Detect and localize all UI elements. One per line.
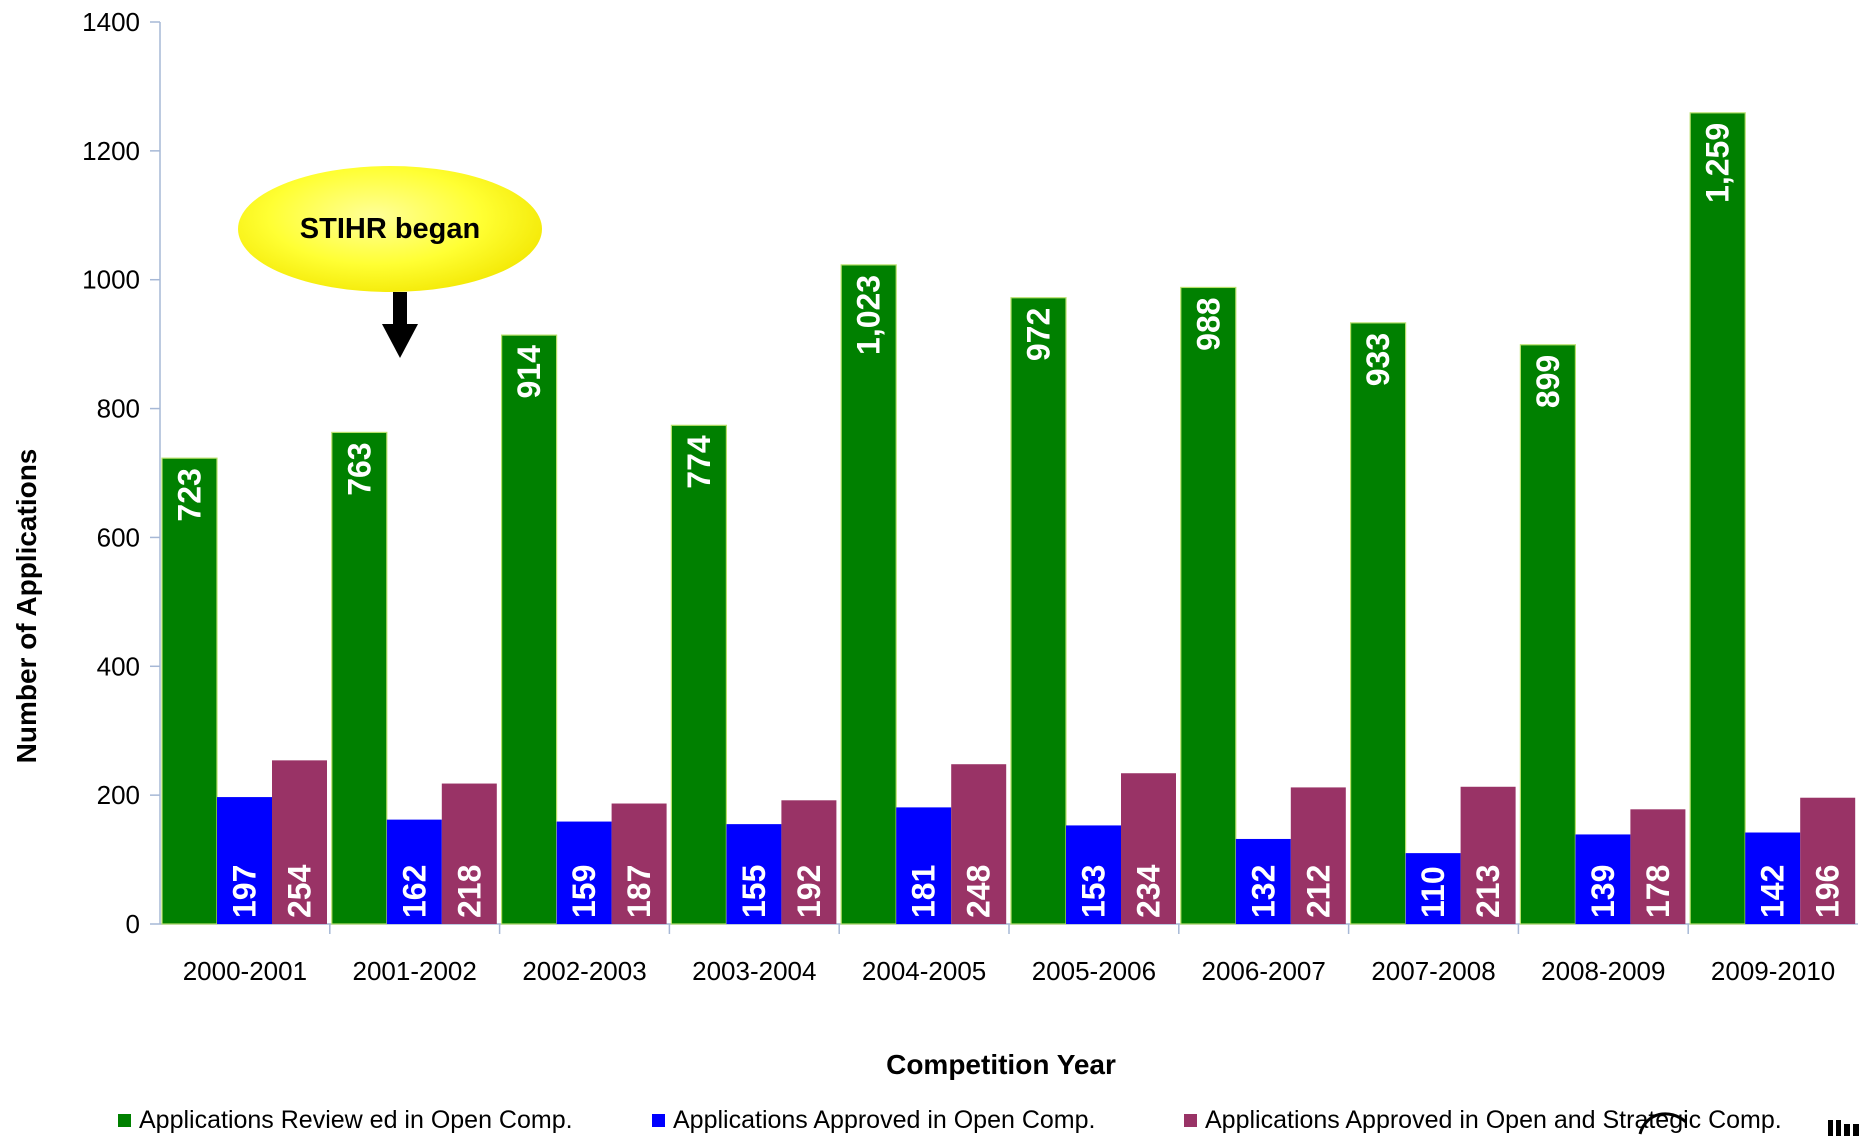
x-tick-label: 2001-2002 <box>353 956 477 986</box>
x-tick-label: 2006-2007 <box>1202 956 1326 986</box>
bar-approved-strategic <box>272 760 327 924</box>
bar-data-label: 254 <box>282 864 318 918</box>
bar-reviewed <box>501 334 558 925</box>
bar-reviewed <box>1180 286 1237 925</box>
bar-reviewed <box>840 264 897 925</box>
bar-approved-open <box>556 821 612 924</box>
legend: Applications Review ed in Open Comp. App… <box>118 1106 1858 1136</box>
bar-data-label: 178 <box>1640 865 1676 918</box>
legend-item-reviewed: Applications Review ed in Open Comp. <box>118 1106 573 1135</box>
bar-data-label: 197 <box>227 865 263 918</box>
y-axis-title: Number of Applications <box>11 449 42 764</box>
x-tick-label: 2007-2008 <box>1371 956 1495 986</box>
plot-area: 723 197 254 763 162 218 914 159 187 774 155 192 1,02… <box>159 22 1858 925</box>
x-axis-title: Competition Year <box>886 1049 1116 1080</box>
bar-approved-strategic <box>611 803 667 924</box>
callout-text: STIHR began <box>299 212 481 245</box>
bar-data-label: 132 <box>1245 865 1281 918</box>
bar-approved-open <box>1745 832 1801 924</box>
bar-approved-open <box>217 797 272 924</box>
bar-data-label: 155 <box>736 865 772 918</box>
bar-data-label: 763 <box>341 442 377 495</box>
bar-approved-strategic <box>1800 797 1856 924</box>
x-tick-label: 2000-2001 <box>183 956 307 986</box>
bar-reviewed <box>1349 322 1407 925</box>
bar-reviewed <box>1519 344 1577 925</box>
logo-fragment-icon <box>1638 1112 1859 1136</box>
bar-data-label: 110 <box>1415 866 1451 918</box>
bar-reviewed <box>1010 297 1067 925</box>
bar-data-label: 142 <box>1755 865 1791 918</box>
y-tick-label: 400 <box>97 651 140 681</box>
bar-data-label: 187 <box>621 865 657 918</box>
y-tick-label: 200 <box>97 780 140 810</box>
bar-data-label: 196 <box>1810 865 1846 918</box>
bar-reviewed <box>161 457 218 925</box>
bar-approved-strategic <box>951 764 1007 924</box>
legend-swatch-reviewed <box>118 1114 131 1127</box>
bar-data-label: 213 <box>1470 865 1506 918</box>
bar-approved-strategic <box>1630 809 1686 924</box>
y-tick-label: 800 <box>97 394 140 424</box>
bar-approved-strategic <box>1460 786 1516 924</box>
y-tick-label: 0 <box>126 909 140 939</box>
bar-approved-open <box>896 807 952 924</box>
bar-data-label: 899 <box>1530 355 1566 408</box>
bar-data-label: 181 <box>906 865 942 918</box>
bar-data-label: 933 <box>1360 333 1396 386</box>
bar-data-label: 914 <box>511 345 547 399</box>
y-tick-label: 1400 <box>82 7 140 37</box>
bar-data-label: 162 <box>396 865 432 918</box>
x-tick-label: 2003-2004 <box>692 956 816 986</box>
x-tick-label: 2009-2010 <box>1711 956 1835 986</box>
legend-label-reviewed: Applications Review ed in Open Comp. <box>139 1106 573 1134</box>
bar-data-label: 153 <box>1076 865 1112 918</box>
bar-approved-open <box>386 819 442 924</box>
bar-data-label: 1,023 <box>851 275 887 355</box>
bar-reviewed <box>670 424 728 925</box>
bar-data-label: 248 <box>961 865 997 918</box>
x-tick-label: 2005-2006 <box>1032 956 1156 986</box>
bar-data-label: 1,259 <box>1700 123 1736 203</box>
legend-label-approved-open: Applications Approved in Open Comp. <box>673 1106 1096 1134</box>
y-tick-label: 1000 <box>82 265 140 295</box>
bar-approved-strategic <box>1121 773 1176 924</box>
legend-item-approved-open: Applications Approved in Open Comp. <box>652 1106 1095 1135</box>
bar-data-label: 192 <box>791 865 827 918</box>
bar-data-label: 234 <box>1131 864 1167 918</box>
bar-data-label: 723 <box>172 468 208 521</box>
x-axis-ticks: 2000-2001 2001-2002 2002-2003 2003-2004 2004… <box>183 924 1835 986</box>
bar-approved-open <box>1235 838 1291 924</box>
bar-data-label: 988 <box>1190 297 1226 350</box>
bar-approved-strategic <box>781 800 837 924</box>
x-tick-label: 2004-2005 <box>862 956 986 986</box>
stihr-callout: STIHR began <box>238 166 542 292</box>
y-axis-ticks: 0 200 400 600 800 1000 1200 1400 <box>82 7 160 939</box>
bar-data-label: 774 <box>681 435 717 489</box>
bar-approved-open <box>1405 853 1461 924</box>
bar-data-label: 139 <box>1585 865 1621 918</box>
legend-swatch-approved-strategic <box>1184 1114 1197 1127</box>
bar-reviewed <box>331 431 388 925</box>
bar-data-label: 218 <box>451 865 487 918</box>
x-tick-label: 2002-2003 <box>522 956 646 986</box>
bar-approved-open <box>726 824 782 924</box>
bar-data-label: 212 <box>1300 865 1336 918</box>
bar-approved-open <box>1066 825 1121 924</box>
y-tick-label: 1200 <box>82 136 140 166</box>
bar-data-label: 972 <box>1021 308 1057 361</box>
legend-swatch-approved-open <box>652 1114 665 1127</box>
y-tick-label: 600 <box>97 522 140 552</box>
down-arrow-icon <box>382 292 418 358</box>
bar-approved-open <box>1575 834 1631 924</box>
bar-approved-strategic <box>441 783 497 924</box>
bar-data-label: 159 <box>566 865 602 918</box>
bar-reviewed <box>1689 112 1746 925</box>
bar-approved-strategic <box>1290 787 1346 924</box>
x-tick-label: 2008-2009 <box>1541 956 1665 986</box>
